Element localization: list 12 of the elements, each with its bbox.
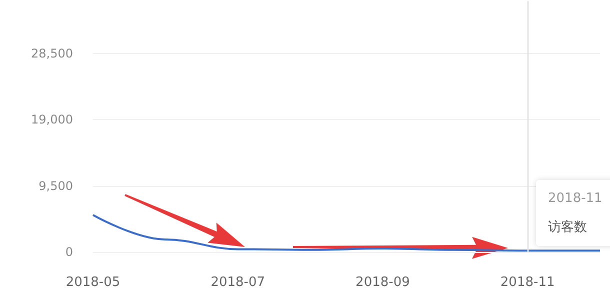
annotation: 访客数 [548,219,587,236]
x-tick-label: 2018-05 [66,275,120,290]
y-tick-label: 0 [65,245,73,259]
y-tick-label: 9,500 [38,178,73,193]
x-tick-label: 2018-11 [500,275,555,290]
x-tick-label: 2018-07 [210,275,266,290]
x-tick-label: 2018-09 [356,275,410,290]
annotation: 2018-11 [548,191,602,206]
line-series [92,214,601,252]
y-tick-label: 19,000 [31,112,73,127]
tooltip-panel: 2018-11 访客数 [536,180,610,246]
y-tick-label: 28,500 [31,46,73,60]
